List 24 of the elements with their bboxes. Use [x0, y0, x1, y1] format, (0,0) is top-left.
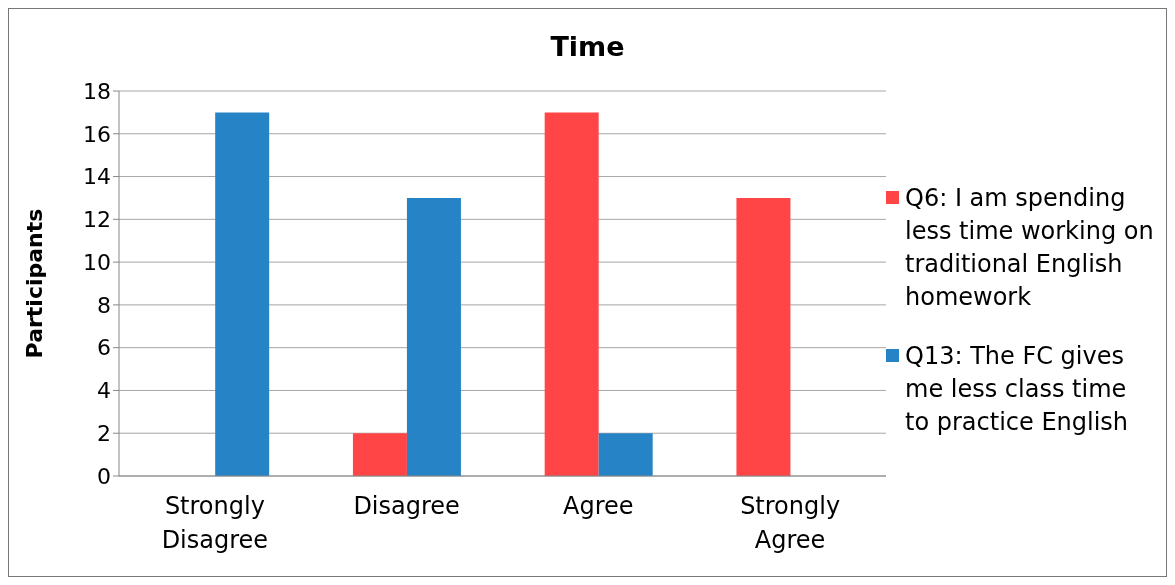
bar — [406, 197, 461, 476]
y-tick-label: 2 — [97, 421, 111, 447]
chart-title: Time — [549, 30, 626, 64]
y-tick-label: 8 — [97, 292, 111, 318]
y-tick-label: 10 — [83, 249, 111, 275]
bar — [736, 197, 791, 476]
bar — [352, 433, 407, 476]
y-axis-title: Participants — [21, 208, 47, 359]
x-tick-label: Agree — [563, 492, 634, 520]
y-tick-label: 6 — [97, 335, 111, 361]
y-tick-label: 14 — [83, 164, 111, 190]
x-tick-label: Strongly Agree — [740, 492, 841, 554]
y-tick-label: 18 — [83, 78, 111, 104]
x-tick-label: Strongly Disagree — [161, 492, 269, 554]
x-tick-label: Disagree — [353, 492, 460, 520]
bar — [598, 433, 653, 476]
legend-label: Q13: The FC gives me less class time to practice English — [905, 341, 1130, 438]
y-tick-label: 12 — [83, 207, 111, 233]
bar — [544, 112, 599, 476]
legend-label: Q6: I am spending less time working on traditional English homework — [905, 183, 1155, 313]
bar — [215, 112, 270, 476]
y-tick-label: 16 — [83, 121, 111, 147]
y-tick-label: 4 — [97, 378, 111, 404]
y-tick-label: 0 — [97, 463, 111, 489]
